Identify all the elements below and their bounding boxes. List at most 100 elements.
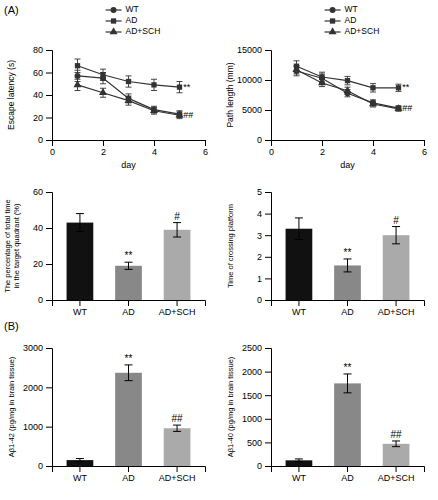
tick-mark (265, 110, 271, 111)
legend-label: AD+SCH (126, 26, 161, 36)
axis-line (46, 193, 53, 301)
point (292, 65, 300, 72)
tick: 0 (257, 295, 271, 305)
tick-mark (265, 278, 271, 279)
annotation: ** (125, 353, 133, 364)
tick-mark (46, 348, 52, 349)
axis-line (265, 193, 272, 301)
marks (73, 59, 183, 119)
point (126, 79, 131, 84)
tick: 60 (33, 187, 52, 197)
annotation: # (174, 211, 180, 222)
tick: 10000 (237, 75, 271, 85)
legend-marker (330, 7, 336, 13)
tick-mark (46, 118, 52, 119)
tick-label: AD (122, 473, 135, 483)
tick: 20 (33, 259, 52, 269)
tick-label: 2 (101, 147, 106, 157)
tick-label: 4 (152, 147, 157, 157)
point (345, 78, 350, 83)
tick-mark (265, 235, 271, 236)
point (177, 84, 182, 89)
bar (164, 428, 191, 466)
error-bar (344, 374, 352, 393)
axis-line (265, 349, 272, 467)
line (78, 66, 180, 87)
bar (334, 383, 361, 466)
tick-label: 0 (257, 295, 262, 305)
legend-marker (329, 27, 337, 34)
tick-mark (46, 228, 52, 229)
tick-mark (347, 300, 348, 306)
tick: 40 (33, 90, 52, 100)
annotation: # (393, 215, 399, 226)
legend-marker (111, 18, 116, 23)
tick-mark (46, 427, 52, 428)
tick-label: 15000 (237, 45, 262, 55)
error-bar (75, 59, 81, 73)
tick-label: 40 (33, 223, 43, 233)
point (73, 80, 81, 87)
tick-label: 1000 (242, 414, 262, 424)
tick-mark (298, 300, 299, 306)
tick-mark (128, 300, 129, 306)
tick-label: 60 (33, 68, 43, 78)
axis-line (53, 467, 206, 473)
tick: AD (341, 300, 354, 317)
point (151, 82, 156, 87)
axis-line (53, 301, 206, 307)
error-bar (295, 218, 303, 240)
tick-mark (79, 466, 80, 472)
tick: AD (122, 466, 135, 483)
legend-item: WT (325, 4, 358, 14)
tick-label: WT (292, 307, 306, 317)
axis-line (272, 467, 425, 473)
tick: 15000 (237, 45, 271, 55)
point (396, 85, 401, 90)
tick-label: 40 (33, 90, 43, 100)
figure: (A)020406080Escape latency (s)0246dayWTA… (0, 0, 438, 500)
bar (383, 235, 410, 300)
tick: 3 (257, 231, 271, 241)
tick: 1 (257, 274, 271, 284)
line (297, 70, 399, 109)
tick: AD (122, 300, 135, 317)
tick-mark (205, 140, 206, 146)
tick-label: 2 (320, 147, 325, 157)
legend-item: AD+SCH (325, 26, 380, 36)
annotation: ** (402, 82, 410, 92)
tick: 40 (33, 223, 52, 233)
tick-label: 1 (257, 274, 262, 284)
tick-label: 2500 (242, 343, 262, 353)
tick-label: 6 (422, 147, 427, 157)
tick-label: 1500 (242, 391, 262, 401)
tick-label: WT (73, 473, 87, 483)
axis-line (272, 141, 425, 147)
tick-mark (46, 95, 52, 96)
annotation: ** (344, 362, 352, 373)
chart: (B)0100020003000Aβ1-42 (pg/mg in brain t… (4, 320, 206, 483)
tick: WT (292, 466, 306, 483)
tick: 4 (152, 140, 157, 157)
bar (115, 373, 142, 466)
tick-label: 20 (33, 259, 43, 269)
tick: AD+SCH (159, 466, 196, 483)
tick: 2500 (242, 343, 271, 353)
tick-label: 4 (257, 209, 262, 219)
tick-mark (396, 466, 397, 472)
tick-mark (265, 192, 271, 193)
tick-mark (396, 300, 397, 306)
tick: AD+SCH (378, 466, 415, 483)
tick-mark (373, 140, 374, 146)
legend-label: AD (345, 15, 357, 25)
tick-label: 500 (247, 438, 262, 448)
tick: 0 (38, 135, 52, 145)
y-axis-title: Path length (mm) (225, 62, 235, 127)
axis-line (53, 141, 206, 147)
tick-mark (177, 300, 178, 306)
tick: 0 (38, 461, 52, 471)
chart: (A)020406080Escape latency (s)0246dayWTA… (4, 4, 208, 170)
tick-mark (322, 140, 323, 146)
tick-mark (265, 419, 271, 420)
legend-marker (111, 7, 117, 13)
